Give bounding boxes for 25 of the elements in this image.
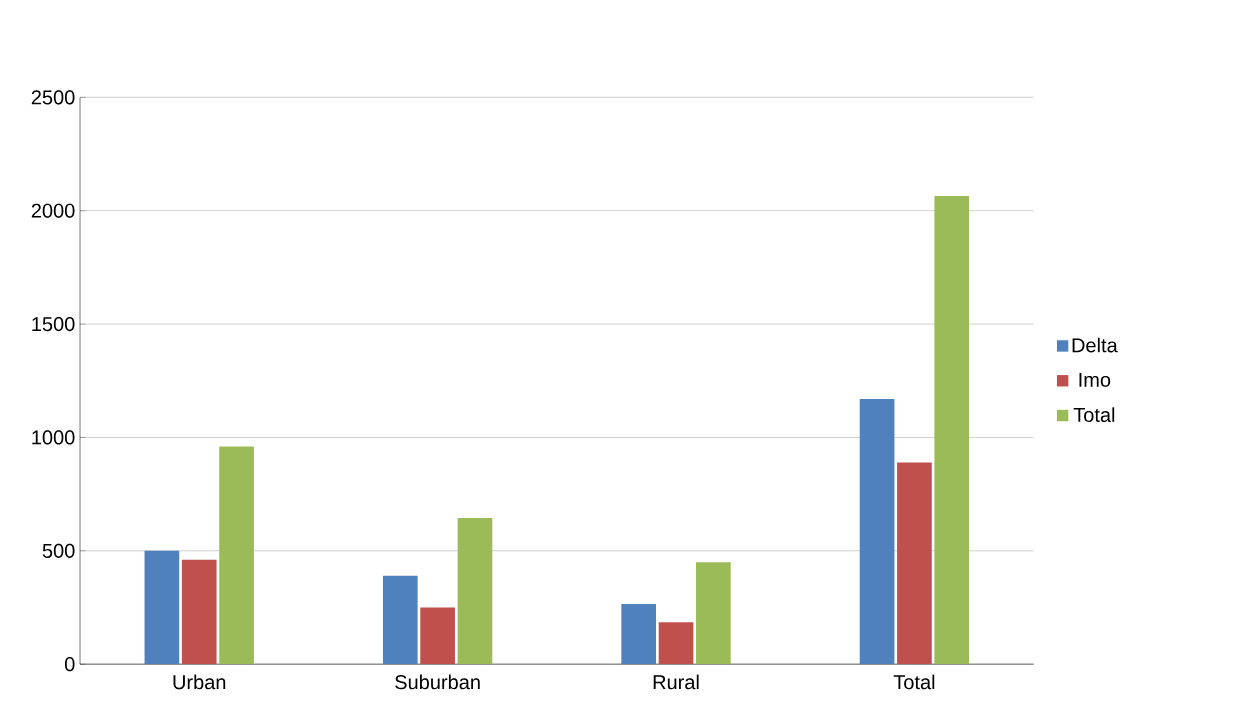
legend-label: Delta bbox=[1072, 337, 1118, 353]
y-tick-label: 500 bbox=[42, 543, 75, 559]
bar bbox=[382, 575, 418, 665]
y-tick-label: 2500 bbox=[31, 90, 75, 105]
x-tick-label: Suburban bbox=[395, 674, 480, 690]
bar bbox=[420, 607, 455, 665]
bar bbox=[859, 399, 895, 665]
bar bbox=[457, 518, 493, 665]
bar bbox=[658, 622, 694, 665]
bar bbox=[219, 446, 254, 665]
bar bbox=[897, 462, 932, 665]
x-tick-label: Rural bbox=[653, 674, 699, 690]
y-tick-label: 1500 bbox=[32, 317, 75, 332]
x-tick-label: Urban bbox=[173, 674, 226, 690]
x-tick-label: Total bbox=[893, 674, 935, 690]
y-tick-label: 0 bbox=[64, 657, 75, 672]
bar bbox=[621, 604, 657, 665]
y-tick-label: 2000 bbox=[31, 203, 75, 219]
bar bbox=[181, 560, 217, 665]
bar bbox=[144, 551, 180, 665]
bar bbox=[696, 562, 731, 665]
legend-label: Total bbox=[1073, 407, 1115, 423]
legend-label: Imo bbox=[1079, 373, 1111, 388]
bar bbox=[934, 196, 970, 665]
y-tick-label: 1000 bbox=[32, 430, 75, 445]
